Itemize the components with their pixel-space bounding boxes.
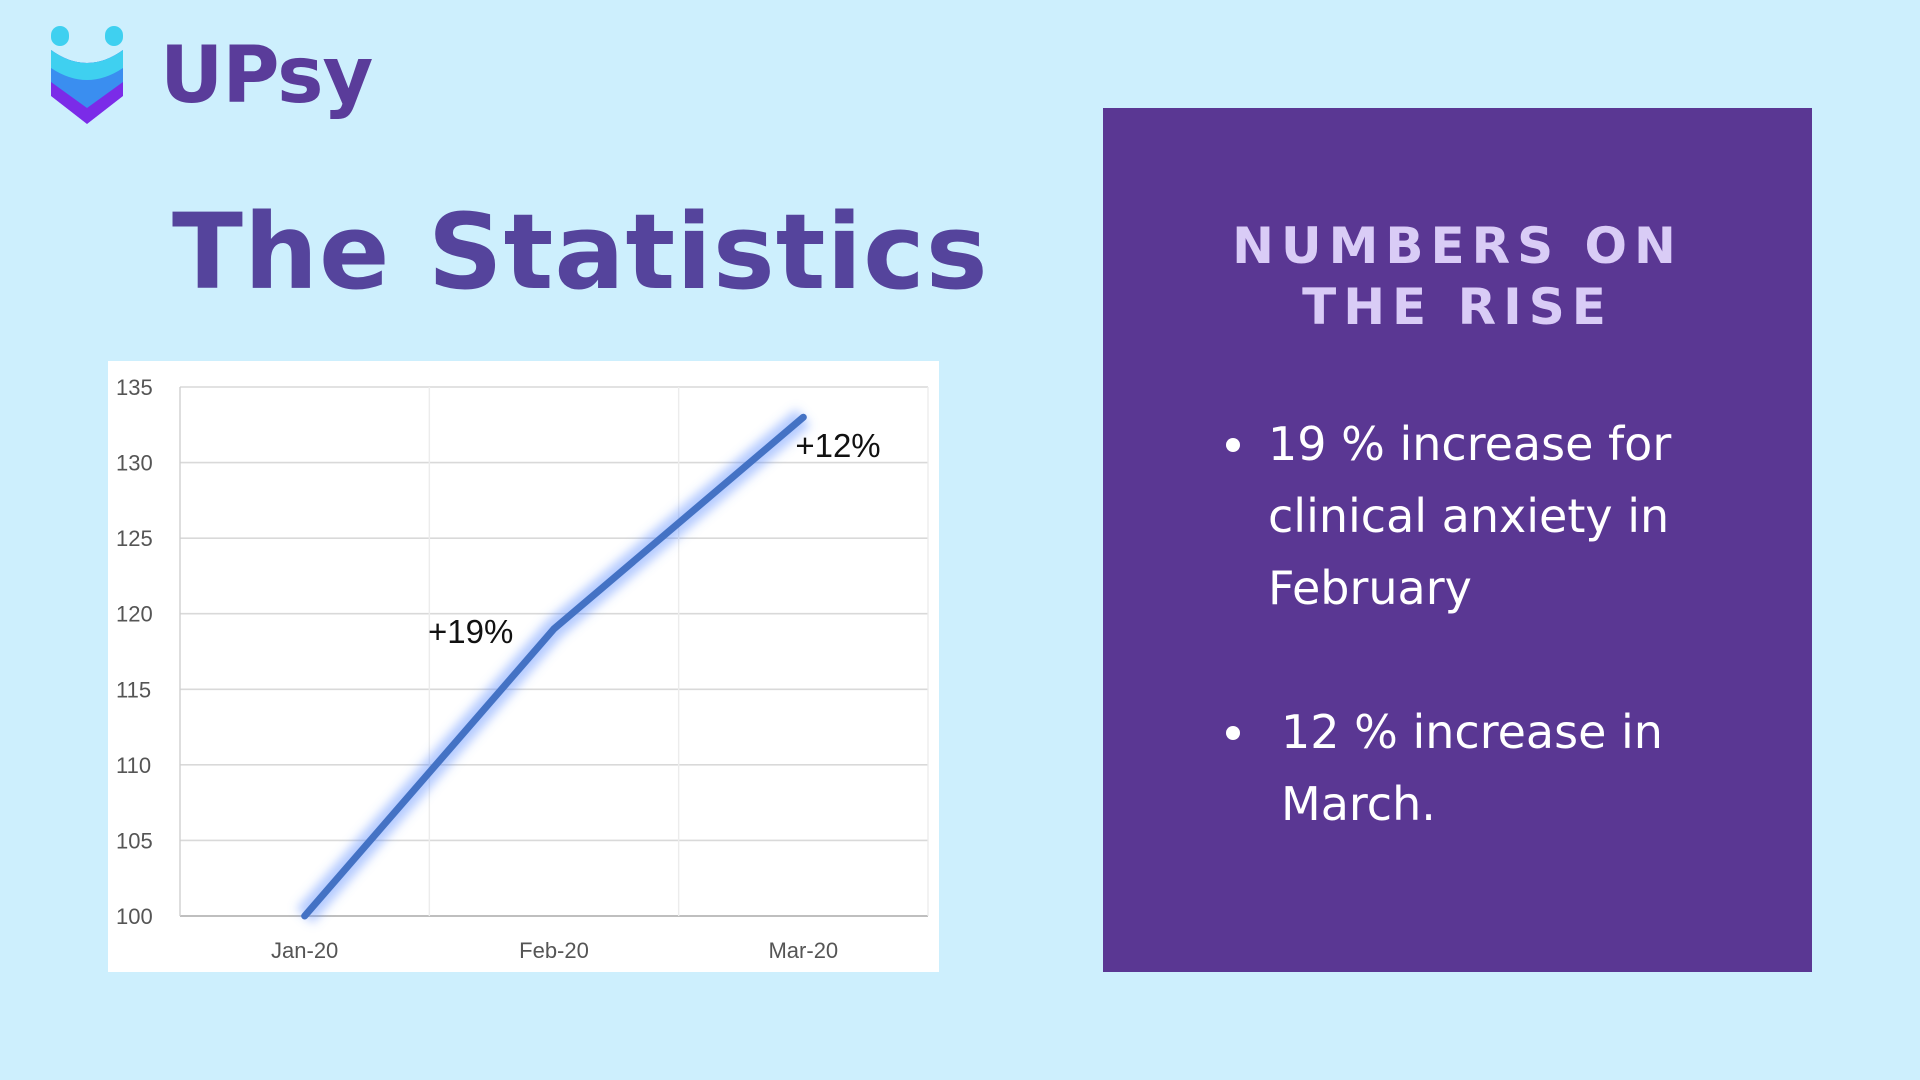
bullet-march-line-1: 12 % increase in — [1281, 705, 1663, 759]
bullet-february-line-1: 19 % increase for — [1268, 417, 1672, 471]
y-tick-label: 120 — [116, 602, 153, 627]
line-chart: 100 105 110 115 120 125 130 135 Jan-20 Feb-20 Mar-… — [108, 361, 939, 972]
brand-name: UPsy — [160, 31, 373, 121]
upsy-heart-logo-icon — [51, 26, 123, 124]
bullet-march-line-2: March. — [1281, 777, 1436, 831]
stats-bullet-list: 19 % increase for clinical anxiety in Fe… — [1223, 408, 1783, 912]
bullet-march: 12 % increase in March. — [1223, 696, 1783, 840]
y-tick-label: 135 — [116, 375, 153, 400]
y-tick-label: 100 — [116, 904, 153, 929]
brand-logo: UPsy — [48, 26, 373, 126]
y-tick-label: 125 — [116, 526, 153, 551]
bullet-february-line-3: February — [1268, 561, 1472, 615]
series-line — [301, 413, 807, 920]
x-tick-label: Mar-20 — [768, 938, 838, 963]
chart-svg: 100 105 110 115 120 125 130 135 Jan-20 Feb-20 Mar-… — [116, 375, 929, 963]
bullet-february: 19 % increase for clinical anxiety in Fe… — [1223, 408, 1783, 624]
page-title: The Statistics — [172, 191, 989, 313]
x-tick-label: Feb-20 — [519, 938, 589, 963]
data-annotation: +12% — [795, 427, 880, 464]
stats-panel: NUMBERS ON THE RISE 19 % increase for cl… — [1103, 108, 1812, 972]
y-tick-label: 110 — [116, 753, 151, 778]
y-tick-label: 115 — [116, 677, 151, 702]
panel-heading-line-1: NUMBERS ON — [1232, 217, 1683, 275]
bullet-february-line-2: clinical anxiety in — [1268, 489, 1670, 543]
panel-heading: NUMBERS ON THE RISE — [1103, 216, 1812, 338]
y-tick-label: 130 — [116, 451, 153, 476]
y-tick-label: 105 — [116, 828, 153, 853]
data-annotation: +19% — [428, 613, 513, 650]
x-tick-label: Jan-20 — [271, 938, 338, 963]
panel-heading-line-2: THE RISE — [1302, 278, 1613, 336]
